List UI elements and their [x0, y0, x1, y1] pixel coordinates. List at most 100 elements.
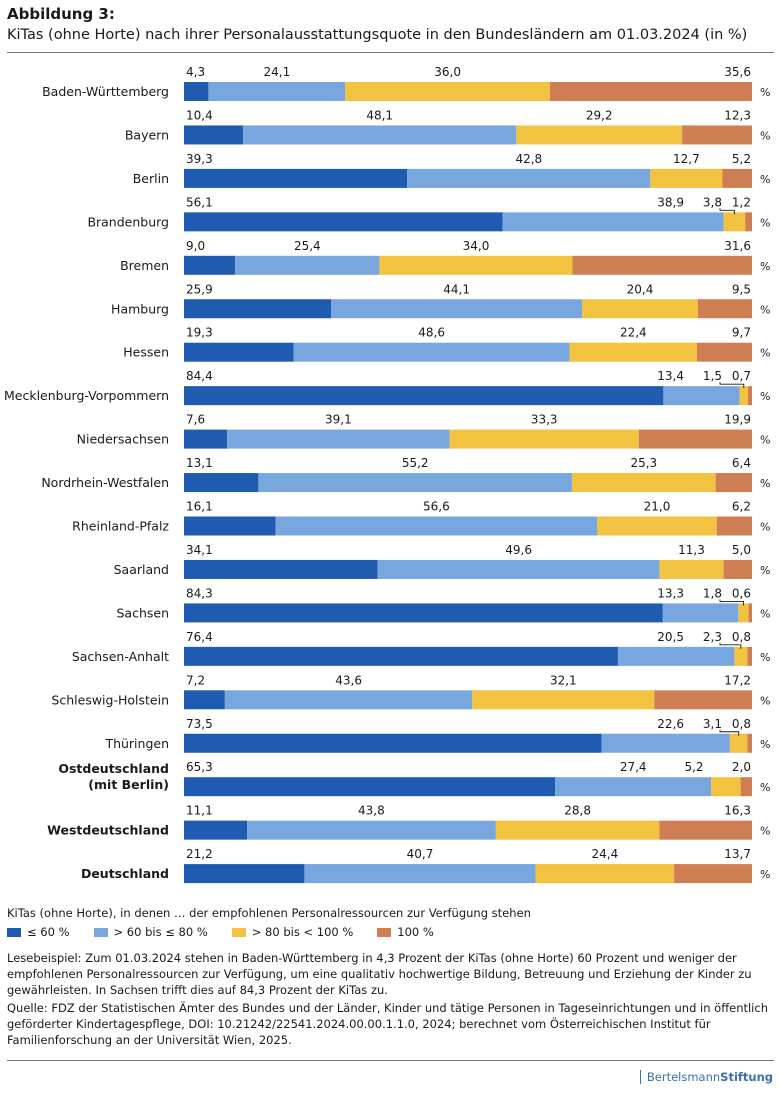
data-label: 0,8 — [732, 630, 751, 644]
data-label: 13,3 — [657, 586, 684, 600]
bar-segment — [716, 516, 752, 536]
bar-segment — [745, 212, 752, 232]
bar-segment — [739, 386, 749, 406]
legend-swatch — [231, 927, 246, 937]
bar-row-saarland: Saarland % 34,1 49,6 11,3 5,0 — [114, 543, 770, 579]
unit-label: % — [760, 607, 770, 620]
bar-segment — [597, 516, 717, 536]
data-label: 6,2 — [732, 500, 751, 514]
data-label: 43,8 — [358, 804, 385, 818]
data-label: 7,2 — [186, 673, 205, 687]
data-label: 19,3 — [186, 326, 213, 340]
legend-title: KiTas (ohne Horte), in denen … der empfo… — [7, 906, 531, 920]
unit-label: % — [760, 477, 770, 490]
row-label: Schleswig-Holstein — [51, 692, 169, 707]
bar-segment — [184, 168, 408, 188]
bar-segment — [275, 516, 598, 536]
bar-segment — [184, 690, 225, 710]
bar-segment — [722, 168, 752, 188]
data-label: 5,2 — [732, 152, 751, 166]
data-label: 13,7 — [724, 847, 751, 861]
data-label: 9,5 — [732, 282, 751, 296]
figure-label: Abbildung 3: — [7, 5, 115, 23]
bar-segment — [184, 603, 663, 623]
unit-label: % — [760, 651, 770, 664]
bar-segment — [555, 777, 712, 797]
bar-row-bayern: Bayern % 10,4 48,1 29,2 12,3 — [125, 108, 770, 145]
bar-row-sachsen: Sachsen % 84,3 13,3 1,8 0,6 — [116, 586, 770, 623]
data-label: 20,5 — [657, 630, 684, 644]
data-label: 73,5 — [186, 717, 213, 731]
bar-segment — [747, 646, 752, 666]
data-label: 0,7 — [732, 369, 751, 383]
data-label: 21,0 — [644, 500, 671, 514]
bar-segment — [682, 125, 752, 145]
row-label: Nordrhein-Westfalen — [41, 475, 169, 490]
legend-item-60-80: > 60 bis ≤ 80 % — [93, 925, 208, 939]
data-label: 84,4 — [186, 369, 213, 383]
leader-line — [719, 208, 735, 215]
leader-line — [719, 642, 742, 649]
legend-label: > 80 bis < 100 % — [251, 925, 354, 939]
row-label: Bremen — [120, 258, 169, 273]
bar-segment — [184, 820, 248, 840]
row-label: Ostdeutschland (mit Berlin) — [58, 761, 169, 792]
data-label: 2,0 — [732, 760, 751, 774]
data-label: 40,7 — [407, 847, 434, 861]
bar-row-baden-württemberg: Baden-Württemberg % 4,3 24,1 36,0 35,6 — [42, 65, 770, 101]
data-label: 27,4 — [620, 760, 647, 774]
bar-row-bremen: Bremen % 9,0 25,4 34,0 31,6 — [120, 239, 770, 275]
bar-segment — [674, 864, 752, 884]
bar-segment — [184, 646, 618, 666]
bar-row-rheinland-pfalz: Rheinland-Pfalz % 16,1 56,6 21,0 6,2 — [72, 500, 770, 536]
data-label: 56,1 — [186, 195, 213, 209]
data-label: 29,2 — [586, 108, 613, 122]
bar-segment — [184, 82, 209, 101]
unit-label: % — [760, 390, 770, 403]
data-label: 19,9 — [724, 413, 751, 427]
unit-label: % — [760, 825, 770, 838]
bar-segment — [227, 429, 450, 449]
leader-line — [719, 382, 745, 389]
bar-row-mecklenburg-vorpommern: Mecklenburg-Vorpommern % 84,4 13,4 1,5 0,7 — [4, 369, 770, 406]
data-label: 3,8 — [703, 195, 722, 209]
data-label: 6,4 — [732, 456, 751, 470]
bar-segment — [184, 733, 602, 753]
bar-segment — [304, 864, 536, 884]
row-label: Thüringen — [104, 736, 169, 751]
legend-item-100: 100 % — [377, 925, 434, 939]
bar-segment — [711, 777, 741, 797]
row-label: Westdeutschland — [47, 823, 169, 838]
bar-row-brandenburg: Brandenburg % 56,1 38,9 3,8 1,2 — [87, 195, 770, 232]
unit-label: % — [760, 694, 770, 707]
unit-label: % — [760, 868, 770, 881]
unit-label: % — [760, 216, 770, 229]
data-label: 33,3 — [531, 413, 558, 427]
data-label: 9,0 — [186, 239, 205, 253]
data-label: 25,4 — [294, 239, 321, 253]
bar-segment — [495, 820, 660, 840]
bar-segment — [723, 212, 746, 232]
unit-label: % — [760, 86, 770, 99]
brand-bar — [639, 1070, 641, 1084]
data-label: 24,1 — [264, 65, 291, 79]
reading-example: Lesebeispiel: Zum 01.03.2024 stehen in B… — [7, 951, 752, 997]
row-label: Saarland — [114, 562, 169, 577]
bar-segment — [184, 516, 276, 536]
bar-segment — [601, 733, 730, 753]
brand-logo: BertelsmannStiftung — [639, 1070, 773, 1084]
bar-segment — [184, 125, 244, 145]
bar-segment — [184, 559, 378, 579]
data-label: 25,9 — [186, 282, 213, 296]
legend-swatch — [7, 927, 21, 937]
bar-row-berlin: Berlin % 39,3 42,8 12,7 5,2 — [133, 152, 770, 188]
row-label-line: Ostdeutschland — [58, 761, 169, 776]
data-label: 5,2 — [684, 760, 703, 774]
data-label: 13,1 — [186, 456, 213, 470]
data-label: 0,8 — [732, 717, 751, 731]
legend-label: ≤ 60 % — [27, 925, 70, 939]
row-label: Hessen — [123, 345, 169, 360]
legend-swatch — [93, 927, 108, 937]
data-label: 22,4 — [620, 326, 647, 340]
data-label: 1,5 — [703, 369, 722, 383]
